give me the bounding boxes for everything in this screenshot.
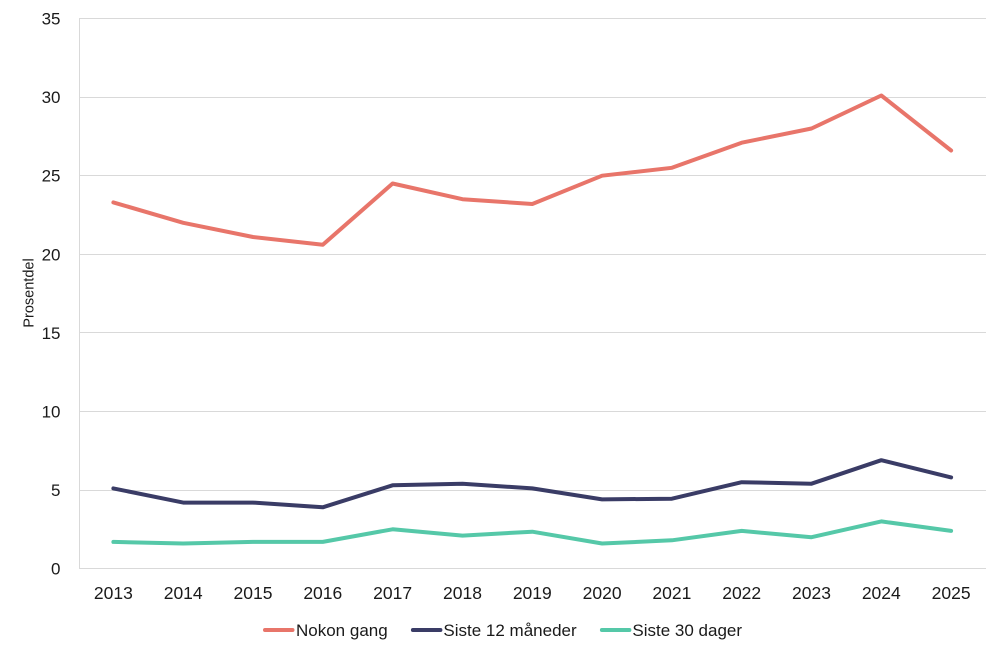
svg-text:Siste 12 måneder: Siste 12 måneder — [443, 621, 577, 640]
svg-text:2014: 2014 — [164, 583, 203, 603]
svg-text:2023: 2023 — [792, 583, 831, 603]
svg-text:2016: 2016 — [303, 583, 342, 603]
svg-text:Prosentdel: Prosentdel — [21, 258, 37, 327]
svg-text:20: 20 — [42, 245, 61, 264]
svg-text:30: 30 — [42, 88, 61, 107]
svg-text:2025: 2025 — [932, 583, 971, 603]
svg-text:2024: 2024 — [862, 583, 901, 603]
svg-text:2015: 2015 — [234, 583, 273, 603]
svg-text:2022: 2022 — [722, 583, 761, 603]
svg-text:Nokon gang: Nokon gang — [296, 621, 388, 640]
svg-text:2021: 2021 — [652, 583, 691, 603]
svg-text:2019: 2019 — [513, 583, 552, 603]
svg-text:35: 35 — [42, 10, 61, 29]
svg-text:5: 5 — [51, 481, 60, 500]
svg-text:Siste 30 dager: Siste 30 dager — [632, 621, 742, 640]
svg-text:2018: 2018 — [443, 583, 482, 603]
svg-text:0: 0 — [51, 560, 60, 579]
svg-text:2017: 2017 — [373, 583, 412, 603]
svg-text:25: 25 — [42, 167, 61, 186]
svg-text:15: 15 — [42, 324, 61, 343]
svg-text:10: 10 — [42, 402, 61, 421]
svg-text:2020: 2020 — [583, 583, 622, 603]
svg-text:2013: 2013 — [94, 583, 133, 603]
